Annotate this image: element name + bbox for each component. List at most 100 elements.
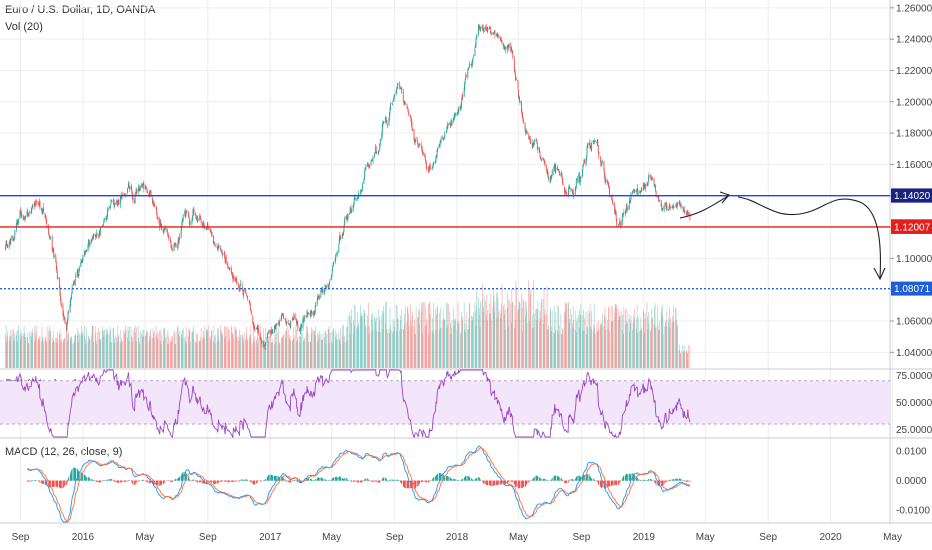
volume-bar (78, 332, 80, 368)
macd-hist-bar (679, 478, 681, 481)
volume-bar (340, 343, 342, 368)
candle-body (510, 49, 512, 51)
macd-hist-bar (172, 480, 173, 483)
macd-hist-bar (549, 480, 551, 482)
volume-bar (160, 344, 162, 368)
volume-bar (268, 336, 270, 368)
symbol-legend[interactable]: Euro / U.S. Dollar, 1D, OANDA (5, 4, 156, 16)
volume-bar (282, 336, 283, 368)
macd-hist-bar (469, 477, 471, 481)
candle-body (465, 74, 467, 77)
candle-body (248, 300, 250, 302)
macd-hist-bar (310, 479, 312, 481)
candle-body (196, 216, 198, 220)
candle-body (213, 243, 215, 244)
macd-hist-bar (654, 480, 655, 483)
macd-hist-bar (91, 479, 93, 481)
volume-bar (236, 337, 238, 368)
volume-bar (63, 339, 65, 368)
time-tick-label: May (135, 532, 154, 543)
macd-hist-bar (608, 480, 609, 487)
price-tick-label: 1.16000 (896, 160, 932, 171)
candle-body (564, 186, 565, 193)
macd-hist-bar (342, 478, 344, 481)
candle-body (399, 83, 401, 88)
candle-body (482, 26, 484, 29)
macd-hist-bar (512, 480, 514, 483)
arrowhead-down (873, 267, 886, 281)
candle-body (458, 108, 460, 113)
candle-body (274, 325, 276, 327)
candle-body (14, 230, 16, 236)
candle-body (513, 59, 515, 71)
candle-body (110, 199, 112, 204)
candle-body (153, 201, 154, 206)
macd-hist-bar (112, 479, 114, 481)
macd-hist-bar (66, 480, 68, 484)
candle-body (343, 219, 345, 226)
candle-body (52, 248, 54, 250)
macd-hist-bar (619, 480, 621, 482)
volume-bar (60, 341, 61, 368)
macd-hist-bar (157, 480, 159, 486)
candle-body (494, 30, 496, 36)
candle-body (483, 30, 485, 32)
macd-hist-bar (139, 480, 141, 482)
macd-hist-bar (267, 476, 269, 481)
candle-body (514, 73, 516, 79)
macd-legend[interactable]: MACD (12, 26, close, 9) (5, 446, 123, 458)
candle-body (349, 210, 351, 213)
macd-hist-bar (378, 480, 380, 483)
macd-hist-bar (685, 480, 687, 482)
macd-hist-bar (489, 480, 491, 486)
candle-body (654, 184, 656, 186)
macd-hist-bar (604, 480, 606, 489)
macd-hist-bar (120, 480, 122, 483)
volume-bar (647, 329, 649, 368)
volume-legend[interactable]: Vol (20) (5, 21, 43, 33)
candle-body (56, 266, 58, 273)
volume-bar (489, 312, 491, 368)
candle-body (70, 298, 72, 300)
candle-body (675, 205, 677, 207)
macd-hist-bar (682, 479, 684, 481)
candle-body (464, 82, 466, 90)
macd-hist-bar (626, 473, 627, 481)
candle-body (467, 68, 469, 70)
volume-bar (10, 335, 12, 368)
candle-body (299, 327, 301, 331)
candle-body (261, 342, 263, 343)
macd-hist-bar (179, 476, 181, 481)
candle-body (417, 140, 419, 144)
candle-body (653, 178, 655, 186)
candle-body (9, 239, 11, 244)
candle-body (185, 212, 187, 217)
macd-hist-bar (274, 475, 276, 481)
volume-bar (382, 329, 384, 368)
candle-body (603, 161, 605, 172)
volume-bar (306, 331, 308, 368)
volume-bar (591, 310, 592, 368)
macd-hist-bar (58, 480, 60, 488)
volume-bar (640, 317, 642, 368)
volume-bar (644, 318, 646, 368)
candle-body (311, 311, 313, 314)
volume-bar (148, 341, 150, 368)
volume-bar (89, 339, 91, 368)
macd-hist-bar (472, 479, 474, 481)
volume-bar (401, 309, 403, 368)
macd-hist-bar (275, 476, 277, 481)
macd-hist-bar (27, 480, 29, 482)
volume-bar (378, 308, 380, 368)
macd-hist-bar (513, 480, 515, 485)
macd-hist-bar (575, 477, 577, 481)
volume-bar (356, 326, 358, 368)
candle-body (49, 238, 51, 240)
candle-body (572, 191, 574, 193)
macd-hist-bar (676, 478, 678, 481)
candle-body (485, 27, 487, 29)
candle-body (242, 290, 244, 296)
volume-bar (12, 329, 14, 368)
macd-hist-bar (417, 480, 419, 486)
